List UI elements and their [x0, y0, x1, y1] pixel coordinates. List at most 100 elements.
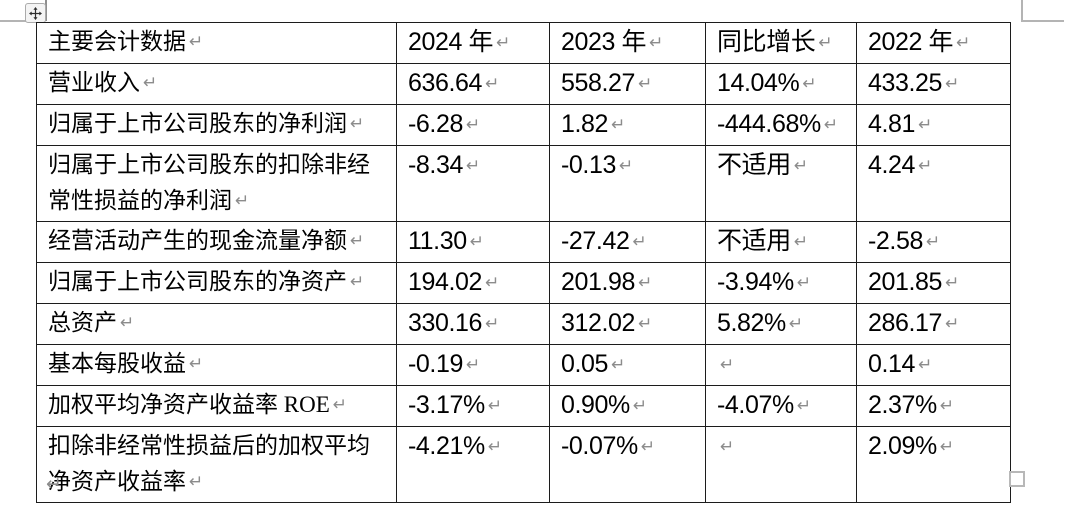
cell-text: 不适用 — [717, 151, 791, 179]
table-cell[interactable]: 不适用 ↵ — [705, 145, 857, 222]
end-of-cell-mark: ↵ — [465, 355, 481, 375]
table-cell[interactable]: 5.82% ↵ — [705, 303, 857, 345]
cell-text: 总资产 — [48, 310, 117, 335]
end-of-cell-mark: ↵ — [939, 437, 955, 457]
cell-text: 2024 年 — [408, 28, 494, 56]
table-cell[interactable]: 0.90% ↵ — [549, 385, 706, 427]
cell-text: 0.90% — [561, 391, 630, 419]
end-of-cell-mark: ↵ — [945, 314, 960, 334]
table-cell[interactable]: 4.24 ↵ — [856, 145, 1011, 222]
paragraph-mark: ↵ — [46, 473, 62, 495]
cell-text: -6.28 — [408, 110, 463, 138]
table-cell[interactable]: 286.17 ↵ — [856, 303, 1011, 345]
table-cell[interactable]: -4.21% ↵ — [396, 426, 550, 503]
end-of-cell-mark: ↵ — [638, 74, 653, 94]
end-of-cell-mark: ↵ — [793, 232, 809, 252]
end-of-cell-mark: ↵ — [638, 314, 653, 334]
end-of-cell-mark: ↵ — [189, 472, 204, 492]
table-cell[interactable]: -0.07% ↵ — [549, 426, 706, 503]
table-cell[interactable]: 201.85 ↵ — [856, 262, 1011, 304]
table-cell[interactable]: 433.25 ↵ — [856, 63, 1011, 105]
cell-text: 5.82% — [717, 309, 786, 337]
end-of-cell-mark: ↵ — [788, 314, 804, 334]
end-of-cell-mark: ↵ — [189, 354, 204, 374]
end-of-cell-mark: ↵ — [332, 395, 347, 415]
cell-text: 加权平均净资产收益率 ROE — [48, 392, 330, 417]
table-resize-handle[interactable] — [1009, 471, 1025, 487]
table-cell[interactable]: 11.30 ↵ — [396, 221, 550, 263]
cell-text: 194.02 — [408, 268, 483, 296]
table-cell[interactable]: -2.58 ↵ — [856, 221, 1011, 263]
table-cell[interactable]: -3.94% ↵ — [705, 262, 857, 304]
end-of-cell-mark: ↵ — [465, 115, 481, 135]
cell-text: 归属于上市公司股东的净资产 — [48, 269, 347, 294]
table-move-handle[interactable] — [25, 3, 46, 23]
column-header[interactable]: 2023 年 ↵ — [549, 22, 706, 64]
cell-text: 14.04% — [717, 69, 800, 97]
table-cell[interactable]: 2.09% ↵ — [856, 426, 1011, 503]
table-cell[interactable]: 4.81 ↵ — [856, 104, 1011, 146]
cell-text: 1.82 — [561, 110, 609, 138]
table-cell[interactable]: 不适用 ↵ — [705, 221, 857, 263]
row-label-cell[interactable]: 经营活动产生的现金流量净额 ↵ — [36, 221, 397, 263]
row-label-cell[interactable]: 归属于上市公司股东的净资产 ↵ — [36, 262, 397, 304]
column-header[interactable]: 同比增长 ↵ — [705, 22, 857, 64]
cell-text: -0.19 — [408, 350, 463, 378]
table-cell[interactable]: 0.14 ↵ — [856, 344, 1011, 386]
table-cell[interactable]: 312.02 ↵ — [549, 303, 706, 345]
row-label-cell[interactable]: 加权平均净资产收益率 ROE ↵ — [36, 385, 397, 427]
table-cell[interactable]: 2.37% ↵ — [856, 385, 1011, 427]
column-header[interactable]: 主要会计数据 ↵ — [36, 22, 397, 64]
cell-text: -4.07% — [717, 391, 794, 419]
column-header[interactable]: 2024 年 ↵ — [396, 22, 550, 64]
table-cell[interactable]: 14.04% ↵ — [705, 63, 857, 105]
table-cell[interactable]: 558.27 ↵ — [549, 63, 706, 105]
end-of-cell-mark: ↵ — [945, 273, 960, 293]
margin-boundary-mark — [1021, 0, 1023, 21]
table-cell[interactable]: -444.68% ↵ — [705, 104, 857, 146]
table-cell[interactable]: 201.98 ↵ — [549, 262, 706, 304]
end-of-cell-mark: ↵ — [143, 73, 158, 93]
column-header[interactable]: 2022 年 ↵ — [856, 22, 1011, 64]
row-label-cell[interactable]: 总资产 ↵ — [36, 303, 397, 345]
cell-text: 11.30 — [408, 227, 467, 255]
table-cell[interactable]: -4.07% ↵ — [705, 385, 857, 427]
row-label-cell[interactable]: 归属于上市公司股东的扣除非经常性损益的净利润 ↵ — [36, 145, 397, 222]
table-cell[interactable]: ↵ — [705, 426, 857, 503]
end-of-cell-mark: ↵ — [638, 273, 653, 293]
row-label-cell[interactable]: 归属于上市公司股东的净利润 ↵ — [36, 104, 397, 146]
cell-text: 558.27 — [561, 69, 636, 97]
table-cell[interactable]: 330.16 ↵ — [396, 303, 550, 345]
end-of-cell-mark: ↵ — [611, 355, 626, 375]
end-of-cell-mark: ↵ — [796, 396, 812, 416]
cell-text: 2022 年 — [868, 28, 954, 56]
end-of-cell-mark: ↵ — [720, 437, 735, 457]
end-of-cell-mark: ↵ — [487, 396, 503, 416]
table-cell[interactable]: -8.34 ↵ — [396, 145, 550, 222]
cell-text: -444.68% — [717, 110, 821, 138]
end-of-cell-mark: ↵ — [350, 114, 365, 134]
row-label-cell[interactable]: 基本每股收益 ↵ — [36, 344, 397, 386]
table-cell[interactable]: ↵ — [705, 344, 857, 386]
cell-text: 636.64 — [408, 69, 483, 97]
table-cell[interactable]: -27.42 ↵ — [549, 221, 706, 263]
end-of-cell-mark: ↵ — [189, 32, 204, 52]
end-of-cell-mark: ↵ — [918, 156, 933, 176]
row-label-cell[interactable]: 扣除非经常性损益后的加权平均净资产收益率 ↵ — [36, 426, 397, 503]
cell-text: -3.94% — [717, 268, 794, 296]
end-of-cell-mark: ↵ — [956, 33, 971, 53]
margin-boundary-mark — [1021, 20, 1064, 22]
table-cell[interactable]: 0.05 ↵ — [549, 344, 706, 386]
table-cell[interactable]: -0.19 ↵ — [396, 344, 550, 386]
cell-text: 同比增长 — [717, 28, 816, 56]
table-cell[interactable]: 1.82 ↵ — [549, 104, 706, 146]
row-label-cell[interactable]: 营业收入 ↵ — [36, 63, 397, 105]
table-cell[interactable]: -6.28 ↵ — [396, 104, 550, 146]
table-cell[interactable]: 636.64 ↵ — [396, 63, 550, 105]
table-header-row: 主要会计数据 ↵ 2024 年 ↵ 2023 年 ↵ 同比增长 ↵ 2022 年 ↵ — [36, 22, 1011, 64]
table-cell[interactable]: 194.02 ↵ — [396, 262, 550, 304]
table-cell[interactable]: -3.17% ↵ — [396, 385, 550, 427]
end-of-cell-mark: ↵ — [485, 74, 500, 94]
table-cell[interactable]: -0.13 ↵ — [549, 145, 706, 222]
end-of-cell-mark: ↵ — [925, 232, 941, 252]
